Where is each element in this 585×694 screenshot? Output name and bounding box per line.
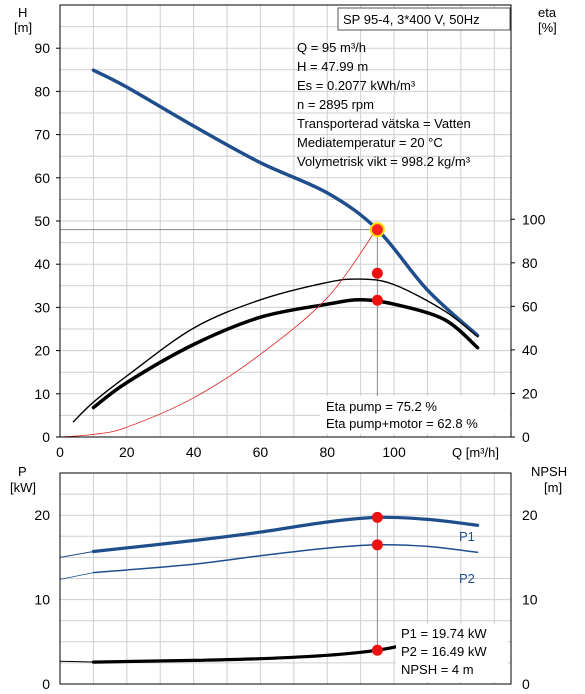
info-es: Es = 0.2077 kWh/m³ (297, 78, 416, 93)
info-speed: n = 2895 rpm (297, 97, 374, 112)
q-axis-label: Q [m³/h] (452, 445, 499, 460)
eta-tick-label: 40 (522, 342, 538, 358)
eta-hydraulic-curve (59, 227, 378, 438)
npsh-axis-unit: [m] (544, 480, 562, 495)
h-tick-label: 90 (34, 40, 50, 56)
info-density: Volymetrisk vikt = 998.2 kg/m³ (297, 154, 471, 169)
h-tick-label: 20 (34, 343, 50, 359)
npsh-axis-label: NPSH (531, 464, 567, 479)
top-grid (60, 5, 511, 437)
eta-pump-label: Eta pump = 75.2 % (326, 399, 437, 414)
p-tick-label: 10 (34, 592, 50, 608)
h-tick-label: 40 (34, 256, 50, 272)
info-h: H = 47.99 m (297, 59, 368, 74)
duty-point-npsh-marker (371, 644, 383, 656)
eta-info-box: Eta pump = 75.2 % Eta pump+motor = 62.8 … (320, 396, 510, 434)
eta-pump-curve (72, 278, 479, 423)
bottom-plot-frame (59, 472, 512, 685)
p2-curve (92, 543, 479, 574)
p-tick-label: 0 (42, 676, 50, 692)
npsh-tick-label: 20 (522, 507, 538, 523)
q-tick-label: 80 (319, 444, 335, 460)
info-npsh: NPSH = 4 m (401, 662, 474, 677)
eta-tick-label: 80 (522, 255, 538, 271)
top-ticks: 0 10 20 30 40 50 60 70 80 90 0 20 40 60 80 100 0 20 40 60 80… (34, 40, 545, 460)
duty-info-box: Q = 95 m³/h H = 47.99 m Es = 0.2077 kWh/… (297, 40, 471, 169)
title-box (337, 7, 511, 31)
eta-tick-label: 20 (522, 385, 538, 401)
top-curves (59, 68, 480, 438)
p-axis-label: P (18, 464, 27, 479)
p2-series-label: P2 (459, 571, 475, 586)
duty-point-eta-total-marker (371, 294, 383, 306)
npsh-tick-label: 10 (522, 592, 538, 608)
p-axis-unit: [kW] (10, 480, 36, 495)
h-axis-label: H (18, 5, 27, 20)
p-tick-label: 20 (34, 507, 50, 523)
h-tick-label: 0 (42, 429, 50, 445)
duty-point-p2-marker (371, 539, 383, 551)
eta-tick-label: 60 (522, 298, 538, 314)
q-tick-label: 100 (382, 444, 406, 460)
info-p2: P2 = 16.49 kW (401, 644, 487, 659)
h-tick-label: 50 (34, 213, 50, 229)
power-info-box: P1 = 19.74 kW P2 = 16.49 kW NPSH = 4 m (396, 624, 508, 682)
npsh-curve (91, 641, 413, 664)
npsh-tick-label: 0 (522, 676, 530, 692)
q-tick-label: 40 (186, 444, 202, 460)
eta-total-label: Eta pump+motor = 62.8 % (326, 416, 478, 431)
h-tick-label: 60 (34, 170, 50, 186)
duty-point-eta-pump-marker (371, 267, 383, 279)
eta-axis-label: eta (538, 5, 557, 20)
info-p1: P1 = 19.74 kW (401, 626, 487, 641)
eta-total-curve (91, 298, 480, 410)
q-tick-label: 0 (56, 444, 64, 460)
p1-curve (91, 515, 480, 554)
p1-series-label: P1 (459, 529, 475, 544)
duty-point-h-marker (369, 222, 385, 238)
h-tick-label: 80 (34, 83, 50, 99)
eta-tick-label: 100 (522, 211, 546, 227)
h-tick-label: 10 (34, 386, 50, 402)
q-tick-label: 20 (119, 444, 135, 460)
npsh-curve-extension (59, 660, 94, 663)
h-curve (91, 68, 480, 338)
h-tick-label: 70 (34, 127, 50, 143)
eta-tick-label: 0 (522, 429, 530, 445)
info-liquid: Transporterad vätska = Vatten (297, 116, 471, 131)
bottom-ticks: 0 10 20 0 10 20 (34, 507, 537, 692)
bottom-curves (59, 511, 480, 664)
chart-title: SP 95-4, 3*400 V, 50Hz (343, 12, 480, 27)
eta-axis-unit: [%] (538, 20, 557, 35)
info-q: Q = 95 m³/h (297, 40, 366, 55)
q-tick-label: 60 (253, 444, 269, 460)
p1-curve-extension (59, 550, 94, 558)
duty-point-p1-marker (371, 511, 383, 523)
h-tick-label: 30 (34, 299, 50, 315)
info-temperature: Mediatemperatur = 20 °C (297, 135, 443, 150)
h-axis-unit: [m] (14, 20, 32, 35)
p2-curve-extension (59, 572, 94, 580)
